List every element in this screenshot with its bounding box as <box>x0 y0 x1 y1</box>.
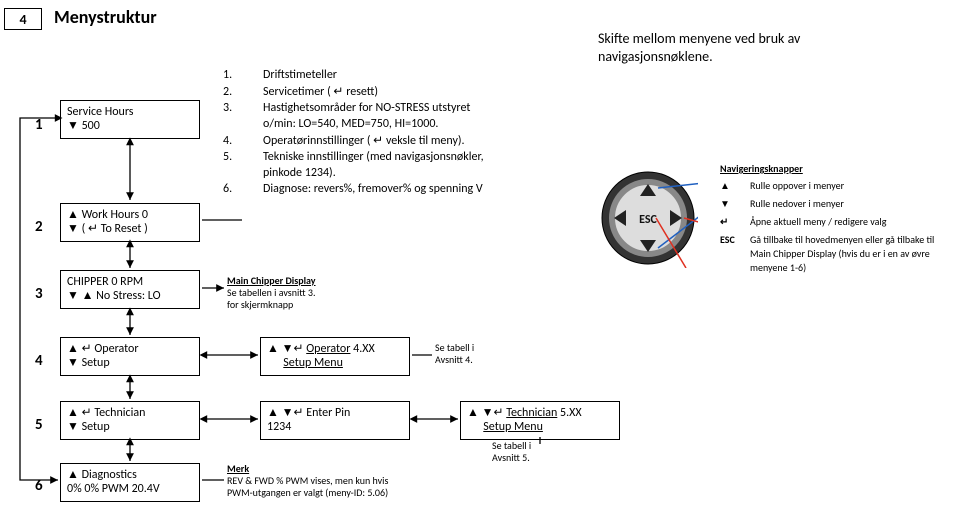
connector-arrows <box>0 0 960 510</box>
